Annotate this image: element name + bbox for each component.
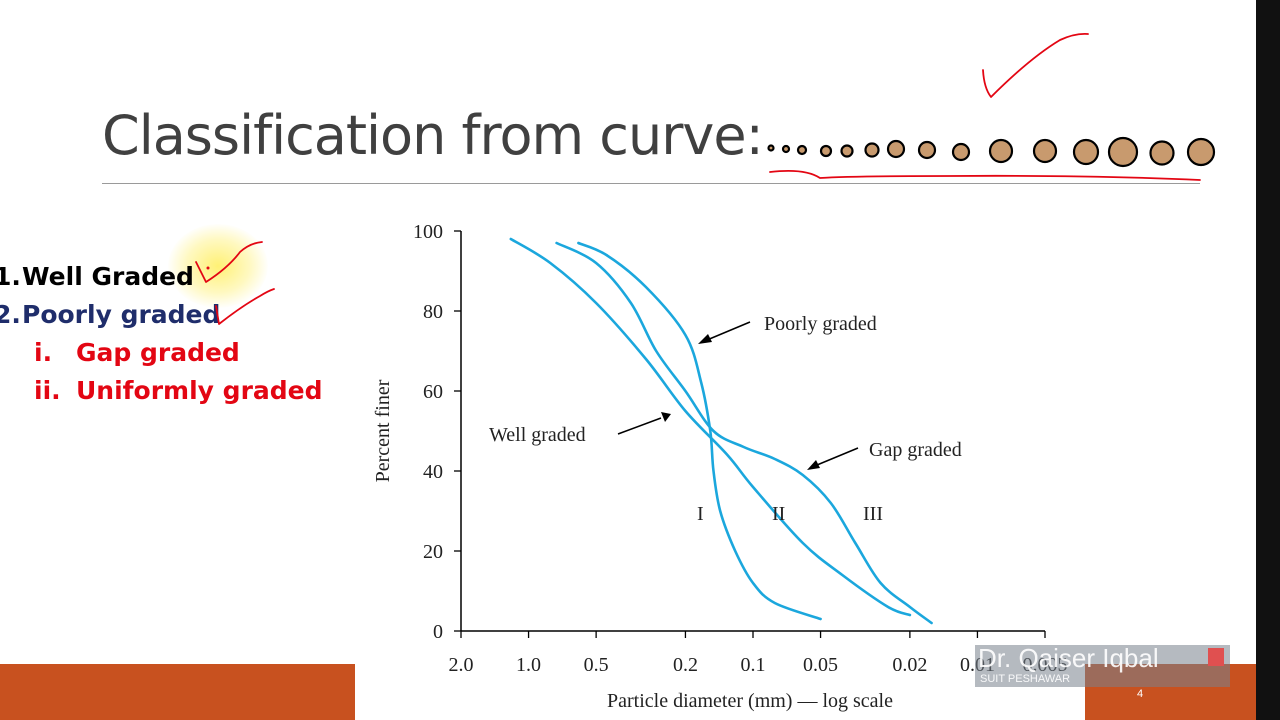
gap-graded-arrow (807, 447, 859, 470)
grain (1149, 140, 1175, 166)
grain (864, 142, 880, 158)
y-tick-label: 100 (413, 221, 443, 243)
grain (951, 142, 971, 162)
y-axis-label: Percent finer (372, 379, 394, 482)
x-tick-label: 2.0 (449, 654, 474, 676)
list-number: 2. (0, 300, 21, 329)
grain-size-illustration (767, 136, 1216, 168)
grain (886, 139, 906, 159)
list-number: 1. (0, 262, 21, 291)
list-item-well-graded: 1.Well Graded (0, 262, 194, 291)
grain (767, 144, 775, 152)
x-tick-label: 1.0 (516, 654, 541, 676)
presenter-watermark (975, 645, 1230, 687)
list-text: Gap graded (76, 338, 240, 367)
grain (1107, 136, 1139, 168)
y-tick-label: 0 (433, 621, 443, 643)
title-divider (102, 183, 1200, 184)
x-tick-label: 0.5 (584, 654, 609, 676)
presenter-organization: SUIT PESHAWAR (980, 673, 1071, 685)
list-number: ii. (34, 376, 61, 405)
annotation-poorly-graded: Poorly graded (764, 313, 877, 335)
x-tick-label: 0.2 (673, 654, 698, 676)
chart-curves (509, 237, 933, 625)
chart-axes: 0204060801002.01.00.50.20.10.050.020.010… (413, 221, 1068, 676)
curve-well-graded (509, 237, 912, 617)
grain (917, 140, 937, 160)
presenter-name: Dr. Qaiser Iqbal (978, 643, 1159, 673)
grain (796, 144, 808, 156)
grain (1032, 138, 1058, 164)
slide-number: 4 (1136, 688, 1144, 700)
grain (988, 138, 1014, 164)
curve-label-I: I (697, 503, 704, 525)
grain (1072, 138, 1100, 166)
list-text: Uniformly graded (76, 376, 323, 405)
curve-gap-graded (555, 241, 933, 625)
grain (1186, 137, 1216, 167)
grain-size-distribution-chart: 0204060801002.01.00.50.20.10.050.020.010… (372, 221, 1068, 712)
list-text: Poorly graded (22, 300, 221, 329)
footer-accent-bar-left (0, 664, 355, 720)
curve-poorly-graded (577, 241, 822, 621)
grain (781, 144, 791, 154)
list-number: i. (34, 338, 53, 367)
annotation-well-graded: Well graded (489, 424, 586, 446)
list-text: Well Graded (22, 262, 194, 291)
x-tick-label: 0.02 (892, 654, 927, 676)
y-tick-label: 80 (423, 301, 443, 323)
x-tick-label: 0.05 (803, 654, 838, 676)
poorly-graded-arrow (698, 321, 751, 344)
list-item-poorly-graded: 2.Poorly graded (0, 300, 220, 329)
watermark-logo-icon (1208, 648, 1224, 666)
list-item-uniformly-graded: ii. Uniformly graded (34, 376, 323, 405)
curve-label-III: III (863, 503, 883, 525)
annotation-gap-graded: Gap graded (869, 439, 962, 461)
grain (840, 144, 854, 158)
well-graded-arrow (617, 412, 671, 435)
y-tick-label: 40 (423, 461, 443, 483)
curve-label-II: II (772, 503, 785, 525)
slide-title: Classification from curve: (102, 104, 764, 167)
x-axis-label: Particle diameter (mm) — log scale (607, 690, 893, 712)
x-tick-label: 0.1 (741, 654, 766, 676)
y-tick-label: 60 (423, 381, 443, 403)
window-edge (1256, 0, 1280, 720)
list-item-gap-graded: i. Gap graded (34, 338, 240, 367)
y-tick-label: 20 (423, 541, 443, 563)
grain (819, 144, 833, 158)
